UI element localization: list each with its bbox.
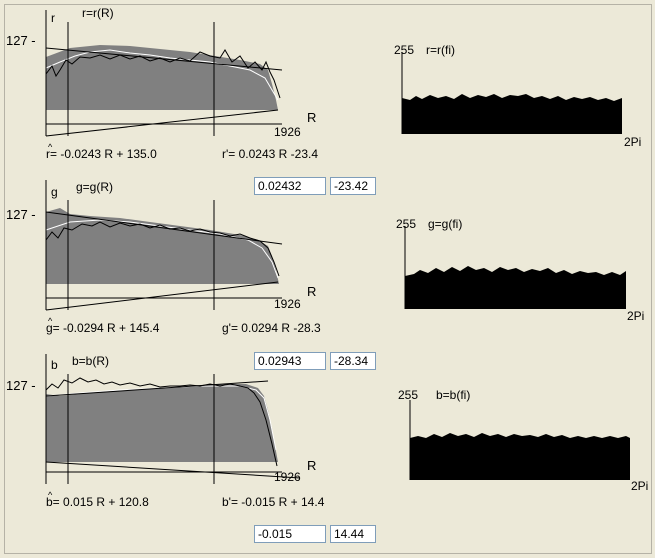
b-hist-x-label: 2Pi	[631, 479, 649, 493]
r-intercept-input[interactable]	[330, 177, 376, 195]
g-white-curve	[45, 219, 279, 279]
r-hist-title: r=r(fi)	[426, 43, 455, 57]
r-hist-x-label: 2Pi	[624, 135, 642, 149]
r-hist-max: 255	[394, 43, 415, 57]
g-fit-hat-equation: g= -0.0294 R + 145.4	[46, 321, 160, 335]
b-hist-max: 255	[398, 388, 419, 402]
g-y-tick: 127 -	[6, 207, 36, 222]
panel-frame	[4, 4, 652, 554]
r-fit-prime-equation: r'= 0.0243 R -23.4	[222, 147, 319, 161]
b-y-tick: 127 -	[6, 378, 36, 393]
r-y-tick: 127 -	[6, 33, 36, 48]
b-black-curve	[45, 377, 278, 467]
g-hat-mark: ^	[48, 316, 53, 326]
r-hat-mark: ^	[48, 142, 53, 152]
g-histogram	[404, 226, 626, 309]
r-histogram	[401, 52, 622, 134]
b-fit-line-up	[45, 380, 269, 397]
g-x-max-label: 1926	[274, 297, 301, 311]
g-hist-title: g=g(fi)	[428, 217, 463, 231]
b-x-axis-label: R	[307, 458, 317, 473]
r-fit-line-up	[45, 109, 279, 137]
b-radial-plot	[45, 354, 301, 484]
b-fit-hat-equation: b= 0.015 R + 120.8	[46, 495, 149, 509]
r-x-axis-label: R	[307, 110, 317, 125]
g-radial-plot	[45, 180, 283, 311]
b-hat-mark: ^	[48, 490, 53, 500]
g-area	[46, 208, 279, 284]
r-slope-input[interactable]	[254, 177, 326, 195]
g-hist-x-label: 2Pi	[627, 309, 645, 323]
r-radial-plot	[45, 10, 283, 137]
b-histogram	[409, 400, 630, 480]
r-fit-hat-equation: r= -0.0243 R + 135.0	[46, 147, 157, 161]
r-x-max-label: 1926	[274, 125, 301, 139]
g-black-curve	[45, 221, 280, 277]
b-slope-input[interactable]	[254, 525, 326, 543]
g-axis-letter: g	[51, 185, 58, 199]
r-fit-line-down	[45, 47, 283, 71]
g-hist-max: 255	[396, 217, 417, 231]
r-white-curve	[45, 49, 279, 101]
b-hist-title: b=b(fi)	[436, 388, 471, 402]
b-fit-prime-equation: b'= -0.015 R + 14.4	[222, 495, 325, 509]
g-curve-title: g=g(R)	[76, 180, 114, 194]
b-axis-letter: b	[51, 358, 58, 372]
b-area	[46, 384, 278, 462]
b-intercept-input[interactable]	[330, 525, 376, 543]
g-x-axis-label: R	[307, 284, 317, 299]
g-slope-input[interactable]	[254, 352, 326, 370]
g-fit-prime-equation: g'= 0.0294 R -28.3	[222, 321, 321, 335]
b-hist-area	[410, 433, 630, 480]
g-fit-line-down	[45, 211, 283, 245]
g-hist-area	[405, 266, 626, 309]
b-x-max-label: 1926	[274, 470, 301, 484]
r-axis-letter: r	[51, 11, 55, 25]
g-intercept-input[interactable]	[330, 352, 376, 370]
r-hist-area	[402, 94, 622, 134]
r-curve-title: r=r(R)	[82, 6, 114, 20]
r-area	[46, 45, 278, 110]
b-fit-line-down	[45, 461, 301, 479]
g-fit-line-up	[45, 281, 279, 311]
b-curve-title: b=b(R)	[72, 354, 110, 368]
